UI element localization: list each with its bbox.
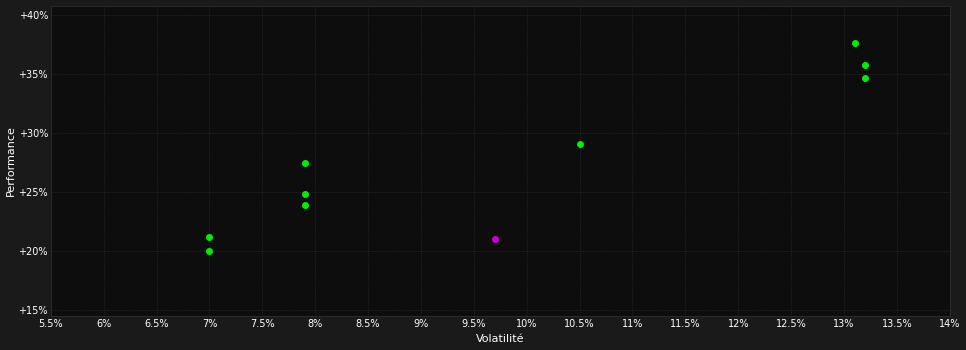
Y-axis label: Performance: Performance: [6, 125, 15, 196]
X-axis label: Volatilité: Volatilité: [476, 335, 525, 344]
